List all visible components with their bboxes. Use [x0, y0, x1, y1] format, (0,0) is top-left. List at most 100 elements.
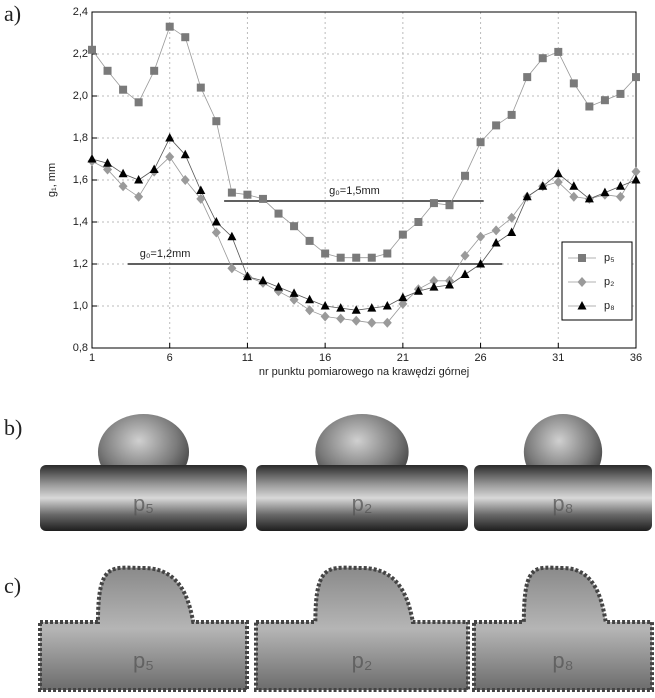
marker	[414, 218, 423, 226]
marker	[569, 181, 579, 190]
marker	[398, 230, 407, 239]
x-tick-label: 11	[242, 352, 253, 364]
photo-tube	[256, 465, 468, 531]
marker	[289, 294, 299, 305]
marker	[165, 151, 175, 162]
marker	[491, 225, 501, 236]
marker	[274, 209, 283, 218]
marker	[444, 280, 454, 289]
marker	[227, 188, 236, 197]
y-tick-label: 1,6	[73, 174, 88, 186]
marker	[491, 238, 501, 247]
y-tick-label: 1,8	[73, 132, 88, 144]
marker	[305, 305, 315, 316]
photo-label: p₅	[133, 491, 154, 516]
marker	[382, 317, 392, 328]
marker	[181, 33, 190, 42]
legend-label: p₈	[604, 300, 615, 312]
x-axis-label: nr punktu pomiarowego na krawędzi górnej	[259, 366, 469, 378]
marker	[538, 54, 547, 63]
panel-label: a)	[4, 1, 21, 26]
marker	[211, 227, 221, 238]
marker	[569, 191, 579, 202]
marker	[631, 166, 641, 177]
marker	[134, 175, 144, 184]
marker	[320, 301, 330, 310]
marker	[553, 168, 563, 178]
marker	[274, 282, 284, 291]
marker	[305, 236, 314, 245]
marker	[103, 158, 113, 167]
marker	[476, 231, 486, 242]
marker	[321, 249, 330, 258]
panel-label: c)	[4, 573, 21, 598]
marker	[429, 199, 438, 208]
marker	[290, 222, 299, 231]
marker	[460, 269, 470, 278]
x-tick-label: 6	[167, 352, 173, 364]
marker	[196, 83, 205, 92]
marker	[367, 253, 376, 262]
marker	[119, 85, 128, 94]
marker	[258, 275, 268, 285]
marker	[118, 168, 128, 178]
marker	[196, 193, 206, 204]
y-tick-label: 0,8	[73, 342, 88, 354]
marker	[584, 193, 594, 203]
legend-box	[561, 241, 633, 321]
marker	[461, 171, 470, 180]
y-tick-label: 2,4	[73, 6, 88, 18]
reference-label: g₀=1,5mm	[329, 185, 380, 197]
marker	[196, 185, 206, 194]
marker	[149, 164, 159, 173]
marker	[165, 133, 175, 142]
marker	[336, 303, 346, 312]
marker	[118, 181, 128, 192]
marker	[554, 47, 563, 56]
y-tick-label: 2,0	[73, 90, 88, 102]
photo-label: p₂	[352, 491, 373, 516]
x-tick-label: 36	[630, 352, 642, 364]
marker	[88, 45, 96, 54]
marker	[600, 96, 609, 105]
marker	[351, 315, 361, 326]
marker	[320, 311, 330, 322]
marker	[211, 217, 221, 226]
marker	[507, 110, 516, 119]
series-line	[91, 137, 637, 311]
marker	[87, 154, 97, 163]
photo-label: p₈	[552, 491, 573, 516]
photo-label: p₅	[133, 648, 154, 673]
marker	[367, 317, 377, 328]
y-tick-label: 2,2	[73, 48, 88, 60]
photo-tube	[474, 465, 652, 531]
marker	[631, 175, 641, 184]
marker	[413, 286, 423, 295]
photos: p₅ p₅ p₂ p₂ p₈ p₈	[38, 414, 654, 692]
x-tick-label: 26	[474, 352, 486, 364]
marker	[134, 191, 144, 202]
marker	[242, 271, 252, 281]
marker	[336, 253, 345, 262]
photo-label: p₂	[352, 648, 373, 673]
marker	[522, 191, 532, 201]
marker	[460, 250, 470, 261]
marker	[212, 117, 221, 126]
marker	[336, 313, 346, 324]
photo-cut	[254, 565, 470, 692]
photo-cut	[38, 565, 249, 692]
legend-label: p₅	[604, 252, 615, 264]
marker	[180, 175, 190, 185]
marker	[305, 294, 315, 304]
marker	[585, 102, 594, 111]
photo-label: p₈	[552, 648, 573, 673]
marker	[134, 98, 143, 107]
marker	[476, 259, 486, 268]
marker	[615, 181, 625, 190]
marker	[289, 288, 299, 297]
marker	[615, 191, 625, 202]
marker	[578, 254, 586, 262]
marker	[569, 79, 578, 88]
x-tick-label: 1	[89, 352, 95, 364]
